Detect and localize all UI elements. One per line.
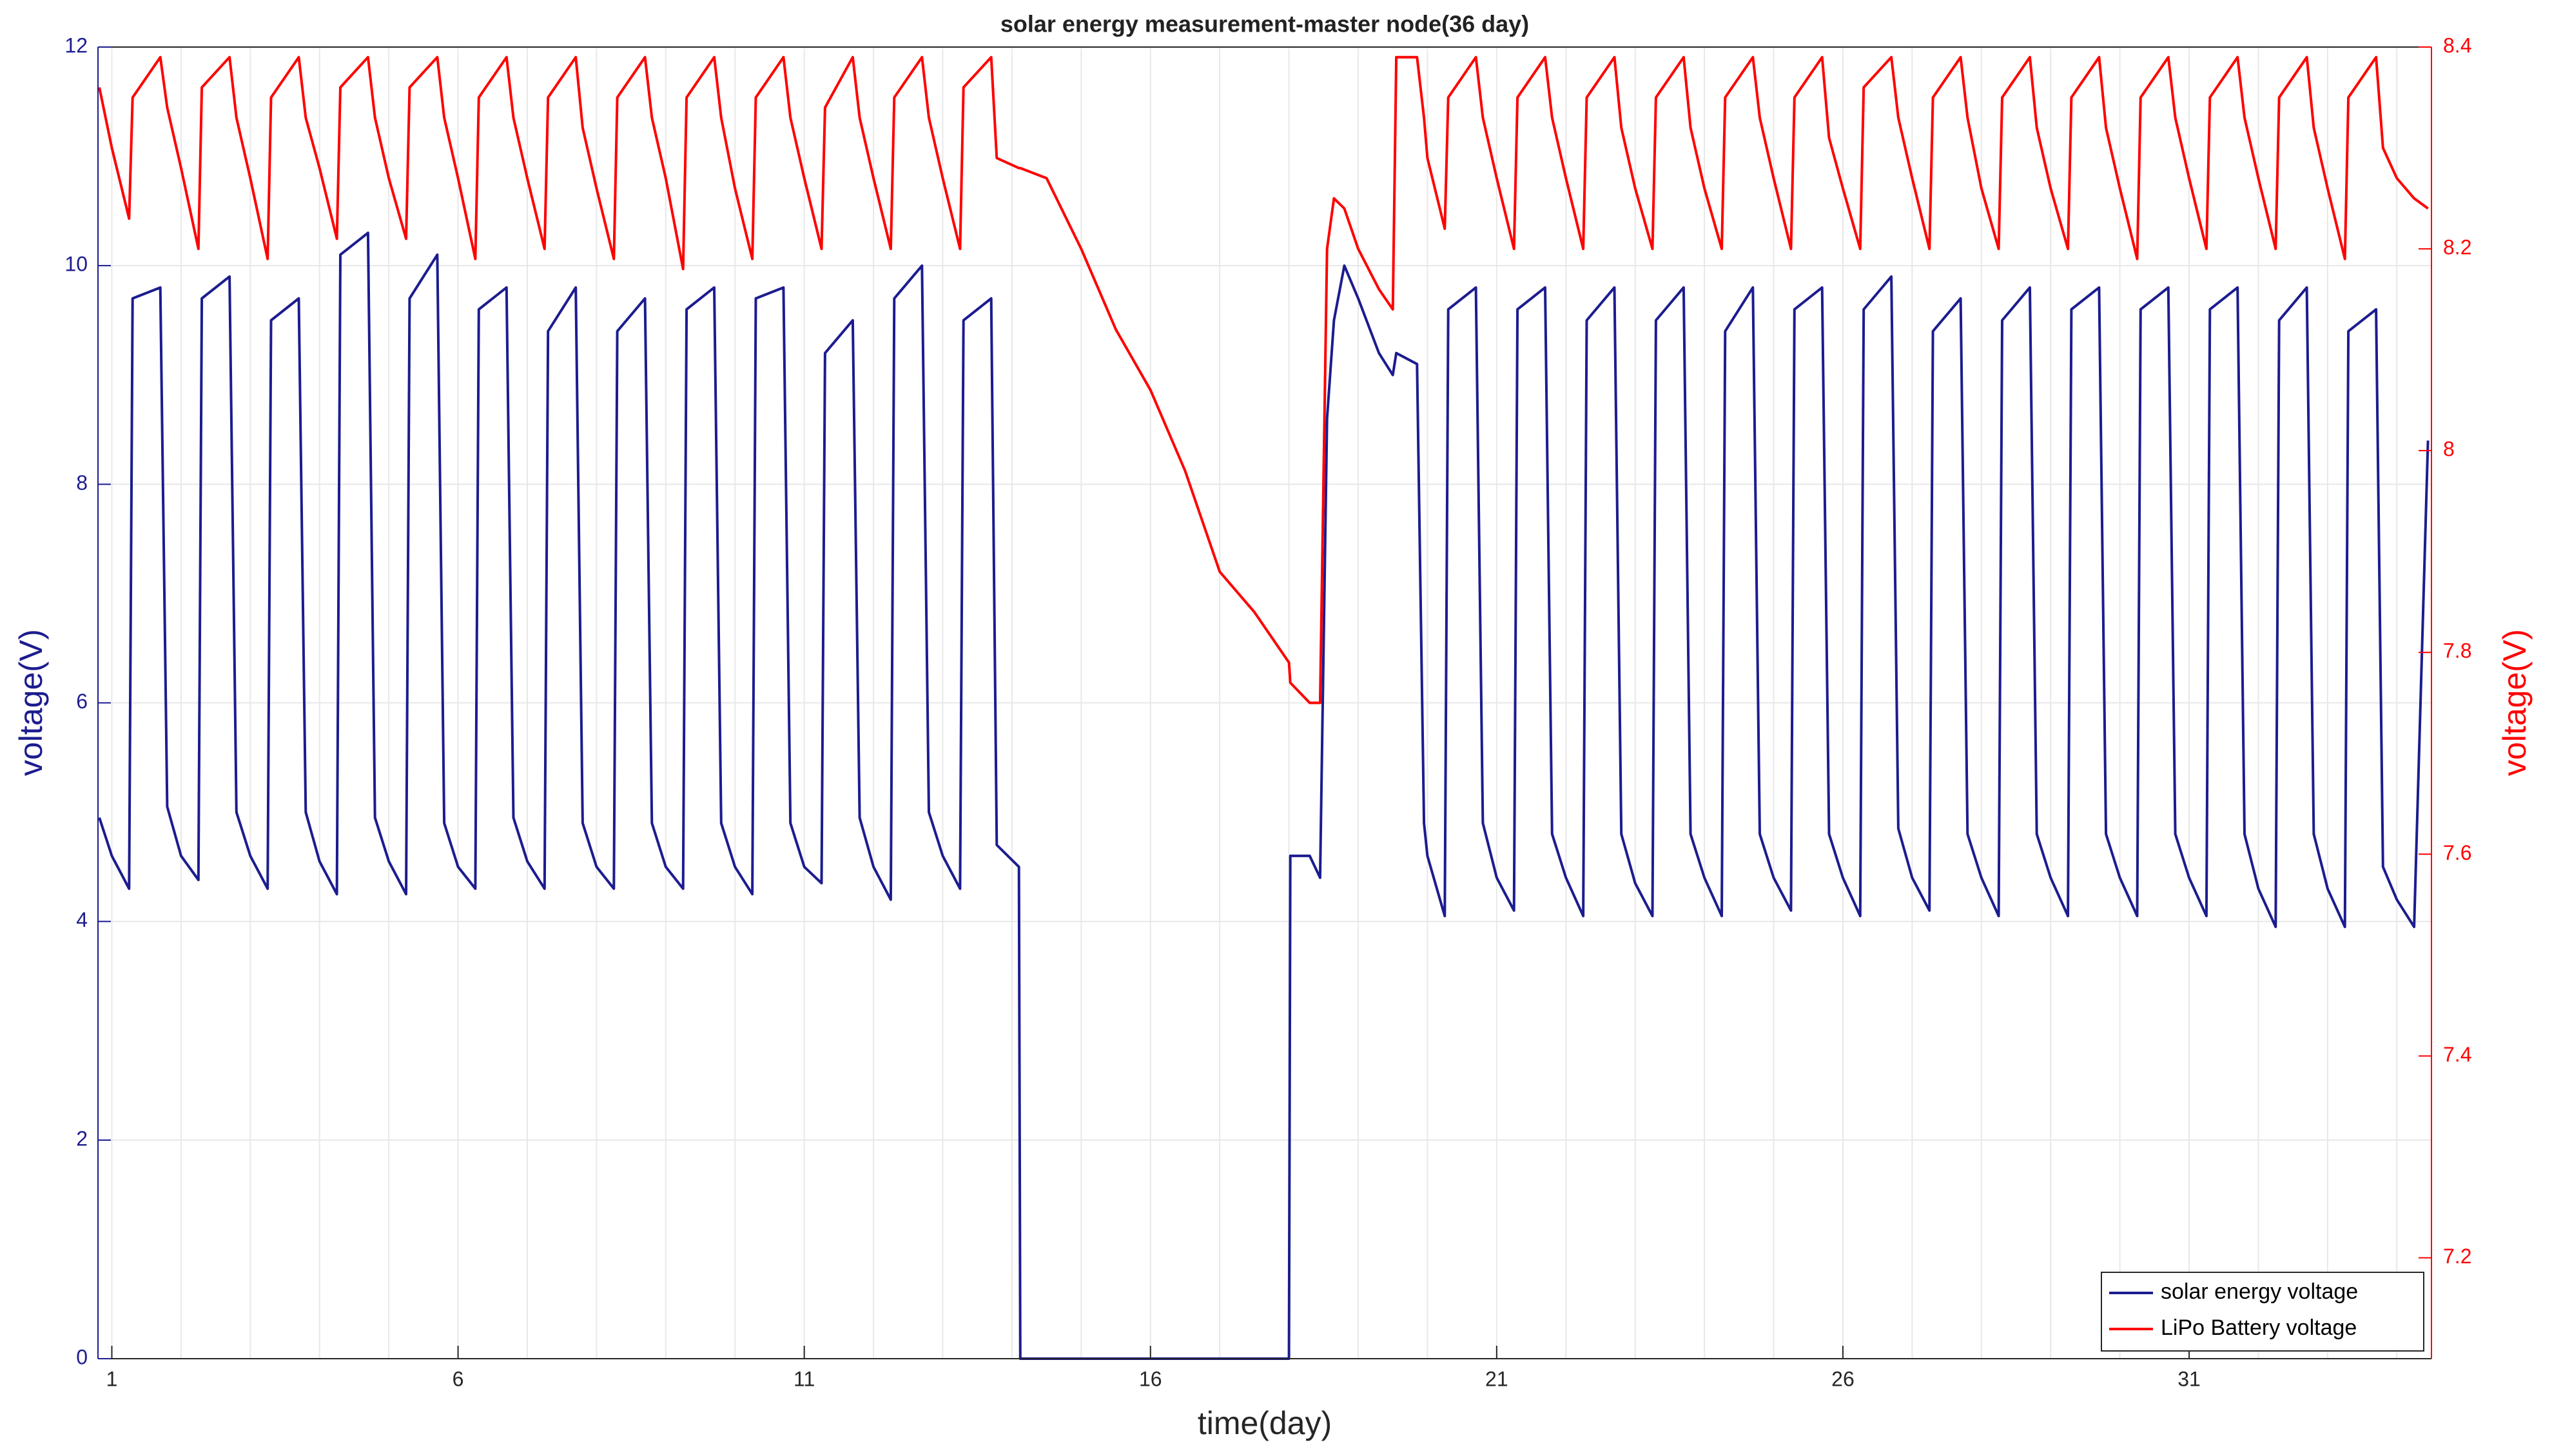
x-tick-label: 21 — [1485, 1367, 1508, 1390]
y2-tick-label: 7.8 — [2443, 639, 2471, 663]
y-tick-label: 2 — [76, 1127, 88, 1150]
y2-tick-label: 7.4 — [2443, 1043, 2471, 1066]
legend-box — [2101, 1272, 2424, 1352]
y2-axis-label: voltage(V) — [2497, 629, 2533, 776]
y-axis-label: voltage(V) — [13, 629, 49, 776]
legend-label: LiPo Battery voltage — [2161, 1315, 2357, 1340]
y-tick-label: 4 — [76, 908, 88, 931]
y2-tick-label: 8.2 — [2443, 236, 2471, 259]
x-axis-label: time(day) — [1198, 1405, 1332, 1441]
legend: solar energy voltage LiPo Battery voltage — [2101, 1272, 2424, 1352]
y2-tick-label: 7.2 — [2443, 1245, 2471, 1268]
y-tick-label: 10 — [64, 253, 88, 276]
lines — [98, 55, 2430, 1360]
legend-label: solar energy voltage — [2161, 1279, 2358, 1304]
series-line — [98, 55, 2429, 704]
x-tick-label: 6 — [453, 1367, 464, 1390]
x-tick-label: 11 — [794, 1367, 815, 1390]
x-tick-label: 26 — [1831, 1367, 1855, 1390]
y-tick-label: 12 — [64, 34, 88, 57]
x-tick-label: 31 — [2177, 1367, 2201, 1390]
y2-tick-label: 7.6 — [2443, 841, 2471, 864]
y-tick-label: 0 — [76, 1345, 88, 1368]
y2-tick-label: 8.4 — [2443, 34, 2471, 57]
series-line — [98, 231, 2430, 1360]
y-tick-label: 8 — [76, 471, 88, 494]
x-tick-label: 1 — [106, 1367, 118, 1390]
x-tick-label: 16 — [1139, 1367, 1162, 1390]
y2-tick-label: 8 — [2443, 438, 2455, 461]
chart-title: solar energy measurement-master node(36 … — [1000, 11, 1529, 37]
y-tick-label: 6 — [76, 690, 88, 713]
